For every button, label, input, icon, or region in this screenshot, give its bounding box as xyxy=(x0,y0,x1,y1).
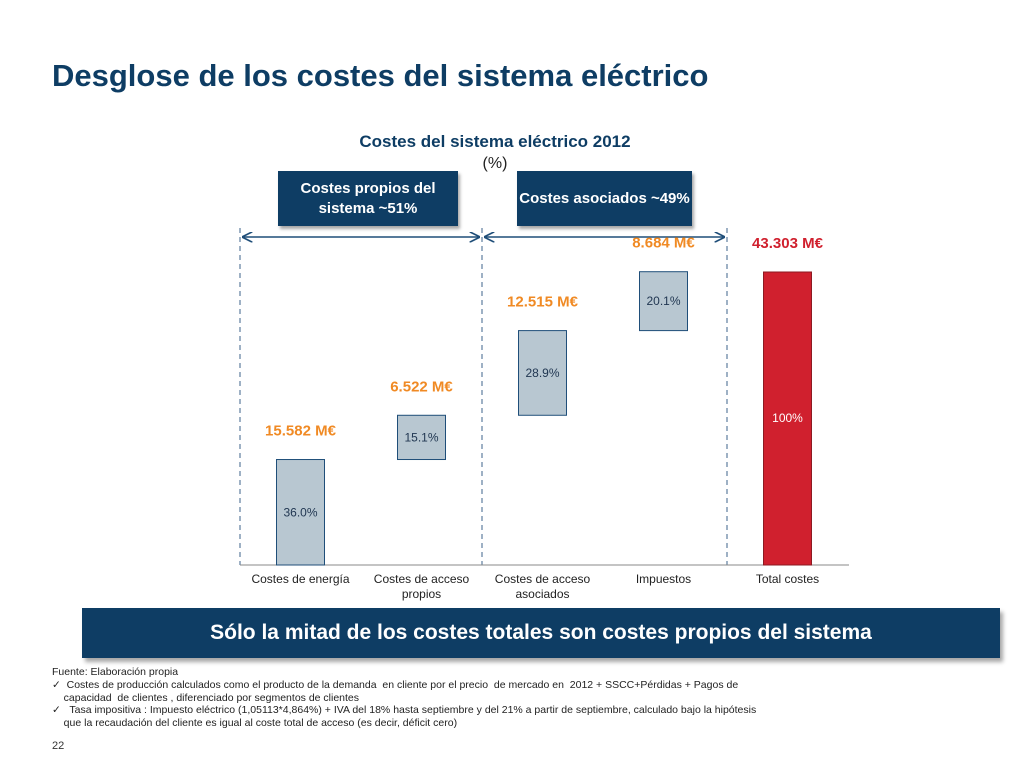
bar xyxy=(276,459,325,566)
conclusion-banner: Sólo la mitad de los costes totales son … xyxy=(82,608,1000,658)
footnote-line: capacidad de clientes , diferenciado por… xyxy=(52,691,360,704)
category-label: propios xyxy=(402,587,441,601)
bar xyxy=(763,271,812,566)
bar-value-label: 36.0% xyxy=(283,505,317,519)
waterfall-chart: 36.0% 15.582 M€ Costes de energía 15.1% 6.52… xyxy=(239,228,849,601)
bar-amount-label: 8.684 M€ xyxy=(632,235,695,252)
bar-amount-label: 15.582 M€ xyxy=(265,423,337,440)
bar xyxy=(397,414,446,461)
category-label: asociados xyxy=(515,587,569,601)
category-label: Total costes xyxy=(756,572,819,586)
footnote-line: ✓ Tasa impositiva : Impuesto eléctrico (… xyxy=(52,704,757,717)
chart-title: Costes del sistema eléctrico 2012 (%) xyxy=(300,131,690,175)
conclusion-text: Sólo la mitad de los costes totales son … xyxy=(210,621,872,644)
category-label: Impuestos xyxy=(636,572,691,586)
bar-value-label: 15.1% xyxy=(404,430,438,444)
footnote-line: que la recaudación del cliente es igual … xyxy=(52,717,458,730)
footnote-line: Fuente: Elaboración propia xyxy=(52,666,179,678)
group-associated-costs-label: Costes asociados ~49% xyxy=(519,189,690,207)
bar-value-label: 20.1% xyxy=(646,294,680,308)
chart-title-text: Costes del sistema eléctrico 2012 xyxy=(359,132,631,151)
footnote-line: ✓ Costes de producción calculados como e… xyxy=(52,678,739,691)
group-associated-costs: Costes asociados ~49% xyxy=(517,171,692,226)
bar-value-label: 28.9% xyxy=(525,366,559,380)
bar-amount-label: 12.515 M€ xyxy=(507,294,579,311)
bar xyxy=(518,330,567,416)
footnotes: Fuente: Elaboración propia ✓ Costes de p… xyxy=(52,666,952,730)
chart-unit: (%) xyxy=(482,155,508,172)
bar xyxy=(639,271,688,332)
category-label: Costes de energía xyxy=(251,572,349,586)
bar-value-label: 100% xyxy=(772,411,803,425)
category-label: Costes de acceso xyxy=(495,572,591,586)
bar-amount-label: 43.303 M€ xyxy=(752,235,824,252)
page-number: 22 xyxy=(52,740,65,752)
page-title: Desglose de los costes del sistema eléct… xyxy=(52,58,709,93)
category-label: Costes de acceso xyxy=(374,572,470,586)
group-own-costs: Costes propios del sistema ~51% xyxy=(278,171,458,226)
group-own-costs-label: Costes propios del sistema ~51% xyxy=(300,179,436,217)
bar-amount-label: 6.522 M€ xyxy=(390,378,453,395)
